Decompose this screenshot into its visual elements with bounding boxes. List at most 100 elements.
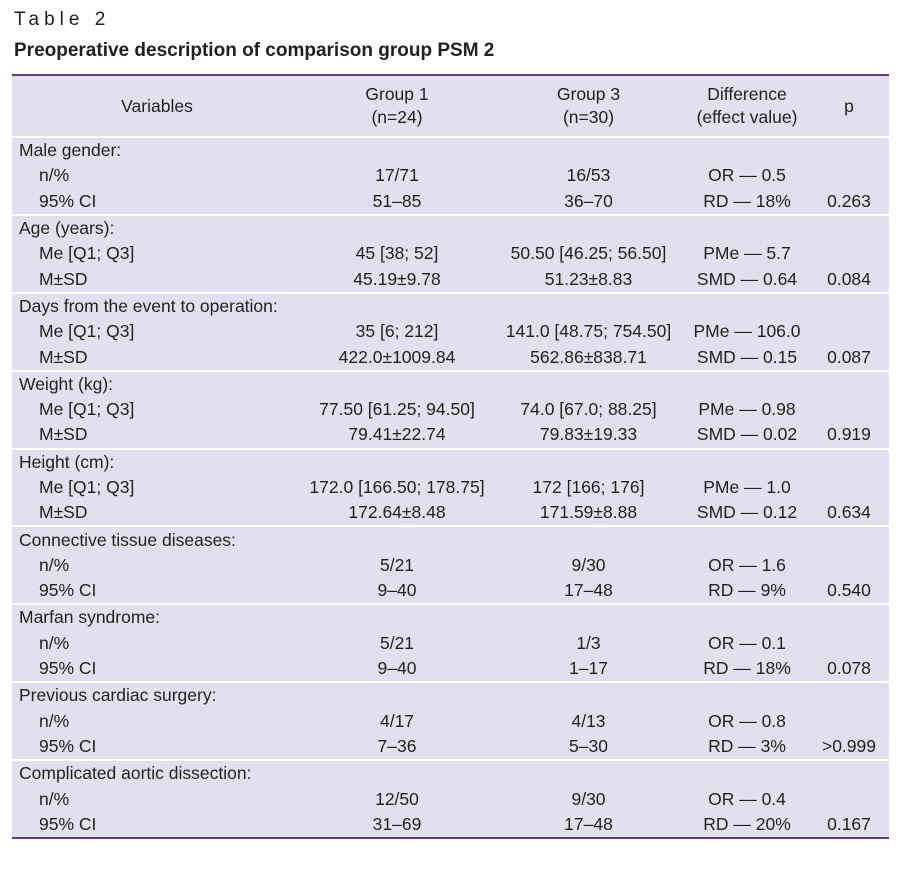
p-value: 0.634 <box>827 502 871 523</box>
group3-value: 562.86±838.71 <box>530 346 647 367</box>
group1-value: 5/21 <box>379 554 415 575</box>
group3-value: 79.83±19.33 <box>539 424 638 445</box>
header-p-label: p <box>844 95 854 116</box>
group-label: Connective tissue diseases: <box>19 529 236 550</box>
table-row: Me [Q1; Q3] 45 [38; 52] 50.50 [46.25; 56.5… <box>12 241 889 266</box>
row-label: n/% <box>39 632 70 653</box>
group3-value: 1/3 <box>576 632 601 653</box>
difference-value: RD — 20% <box>703 813 791 834</box>
group1-value: 77.50 [61.25; 94.50] <box>319 399 475 420</box>
group-label-row: Male gender: <box>12 137 889 163</box>
group-label: Age (years): <box>19 218 115 239</box>
group1-value: 5/21 <box>379 632 415 653</box>
group-label: Height (cm): <box>19 451 115 472</box>
variable-group: Previous cardiac surgery: n/% 4/17 4/13 OR —… <box>12 682 889 760</box>
group1-value: 51–85 <box>372 190 422 211</box>
variable-group: Height (cm): Me [Q1; Q3] 172.0 [166.50; 17… <box>12 448 889 527</box>
row-label: n/% <box>39 554 70 575</box>
group-label: Marfan syndrome: <box>19 607 161 628</box>
table-caption: Table 2 <box>14 9 111 30</box>
variable-group: Complicated aortic dissection: n/% 12/50 9/… <box>12 760 889 838</box>
header-group3-name: Group 3 <box>556 84 621 104</box>
table-row: M±SD 45.19±9.78 51.23±8.83 SMD — 0.64 0.084 <box>12 266 889 292</box>
header-difference: Difference (effect value) <box>685 75 809 138</box>
group3-value: 141.0 [48.75; 754.50] <box>505 321 672 342</box>
row-label: n/% <box>39 788 70 809</box>
group3-value: 9/30 <box>571 554 606 575</box>
group-label-row: Previous cardiac surgery: <box>12 682 889 708</box>
header-variables: Variables <box>12 75 302 138</box>
row-label: M±SD <box>39 424 88 445</box>
data-table: Variables Group 1 (n=24) Group 3 (n=30) … <box>12 74 889 840</box>
difference-value: PMe — 106.0 <box>693 321 801 342</box>
row-label: Me [Q1; Q3] <box>39 477 135 497</box>
row-label: M±SD <box>39 346 88 367</box>
row-label: M±SD <box>39 268 88 289</box>
row-label: 95% CI <box>39 580 97 601</box>
row-label: M±SD <box>39 502 88 523</box>
p-value: 0.084 <box>827 268 871 289</box>
difference-value: PMe — 0.98 <box>698 399 796 420</box>
group3-value: 74.0 [67.0; 88.25] <box>520 399 657 420</box>
p-value <box>809 631 889 656</box>
group3-value: 16/53 <box>566 165 611 186</box>
group-label: Complicated aortic dissection: <box>19 763 252 784</box>
table-row: M±SD 422.0±1009.84 562.86±838.71 SMD — 0.15… <box>12 344 889 370</box>
group-label: Previous cardiac surgery: <box>19 685 217 706</box>
variable-group: Days from the event to operation: Me [Q1;… <box>12 292 889 371</box>
table-row: n/% 12/50 9/30 OR — 0.4 <box>12 786 889 811</box>
row-label: 95% CI <box>39 658 97 679</box>
table-row: 95% CI 9–40 1–17 RD — 18% 0.078 <box>12 656 889 682</box>
group3-value: 17–48 <box>564 813 613 834</box>
group1-value: 12/50 <box>375 788 419 809</box>
p-value: 0.919 <box>827 424 871 445</box>
difference-value: SMD — 0.15 <box>696 346 798 367</box>
group-label-row: Height (cm): <box>12 449 889 475</box>
group-label-row: Age (years): <box>12 215 889 241</box>
row-label: Me [Q1; Q3] <box>39 243 135 264</box>
table-row: n/% 5/21 9/30 OR — 1.6 <box>12 553 889 578</box>
table-row: Me [Q1; Q3] 172.0 [166.50; 178.75] 172 [16… <box>12 475 889 500</box>
p-value <box>809 709 889 734</box>
header-variables-label: Variables <box>121 95 193 116</box>
table-row: 95% CI 51–85 36–70 RD — 18% 0.263 <box>12 189 889 215</box>
table-header: Variables Group 1 (n=24) Group 3 (n=30) … <box>12 75 889 138</box>
header-difference-sub: (effect value) <box>696 107 798 127</box>
header-group1-name: Group 1 <box>365 84 429 104</box>
group-label-row: Connective tissue diseases: <box>12 526 889 552</box>
group1-value: 172.0 [166.50; 178.75] <box>309 477 485 497</box>
row-label: 95% CI <box>39 813 97 834</box>
group-label: Weight (kg): <box>19 373 114 394</box>
group1-value: 4/17 <box>379 710 415 731</box>
group3-value: 17–48 <box>564 580 613 601</box>
table-row: n/% 17/71 16/53 OR — 0.5 <box>12 163 889 188</box>
group1-value: 9–40 <box>377 580 417 601</box>
row-label: 95% CI <box>39 735 97 756</box>
group1-value: 79.41±22.74 <box>348 424 446 445</box>
difference-value: RD — 18% <box>703 658 791 679</box>
group1-value: 7–36 <box>377 735 417 756</box>
row-label: n/% <box>39 165 70 186</box>
group-label: Days from the event to operation: <box>19 295 278 316</box>
header-row: Variables Group 1 (n=24) Group 3 (n=30) … <box>12 75 889 138</box>
group1-value: 35 [6; 212] <box>355 321 439 342</box>
group-label-row: Weight (kg): <box>12 371 889 397</box>
p-value <box>809 163 889 188</box>
header-difference-name: Difference <box>707 84 787 104</box>
table-row: Me [Q1; Q3] 35 [6; 212] 141.0 [48.75; 754.… <box>12 319 889 344</box>
group1-value: 31–69 <box>372 813 422 834</box>
group-label: Male gender: <box>19 140 122 161</box>
group1-value: 9–40 <box>377 658 417 679</box>
table-row: M±SD 79.41±22.74 79.83±19.33 SMD — 0.02 0.91… <box>12 422 889 448</box>
row-label: Me [Q1; Q3] <box>39 321 135 342</box>
group3-value: 172 [166; 176] <box>532 477 645 497</box>
p-value: >0.999 <box>821 735 876 756</box>
difference-value: RD — 3% <box>708 735 786 756</box>
p-value: 0.087 <box>827 346 871 367</box>
difference-value: SMD — 0.02 <box>696 424 798 445</box>
group1-value: 17/71 <box>375 165 419 186</box>
table-row: M±SD 172.64±8.48 171.59±8.88 SMD — 0.12 0.63… <box>12 500 889 526</box>
row-label: Me [Q1; Q3] <box>39 399 135 420</box>
header-p: p <box>809 75 889 138</box>
p-value: 0.167 <box>827 813 871 834</box>
